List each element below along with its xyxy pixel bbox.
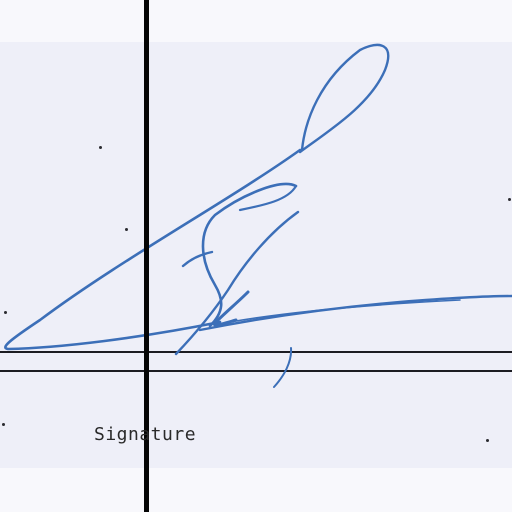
dust-speck xyxy=(99,146,102,149)
signature-stroke-middle-return xyxy=(238,184,298,212)
signature-stroke-main-diagonal xyxy=(4,148,302,351)
signature-underline xyxy=(0,370,512,372)
dust-speck xyxy=(508,198,511,201)
dust-speck xyxy=(2,423,5,426)
dust-speck xyxy=(486,439,489,442)
scan-crop-guide xyxy=(144,0,149,512)
signature-stroke-hook xyxy=(181,250,214,268)
signature-stroke-top-loop xyxy=(298,43,390,154)
signature-line xyxy=(0,351,512,353)
signature-stroke-flick xyxy=(273,347,293,388)
signature-stroke-knot xyxy=(213,290,250,327)
signature-stroke-tail-inner xyxy=(229,299,461,323)
dust-speck xyxy=(4,311,7,314)
signature-label: Signature xyxy=(94,424,197,445)
dust-speck xyxy=(125,228,128,231)
signature-stroke-descender xyxy=(174,210,300,356)
signature-stroke-tail xyxy=(198,294,512,332)
scanned-paper xyxy=(0,42,512,468)
signature-stroke-middle-loop xyxy=(201,182,298,328)
